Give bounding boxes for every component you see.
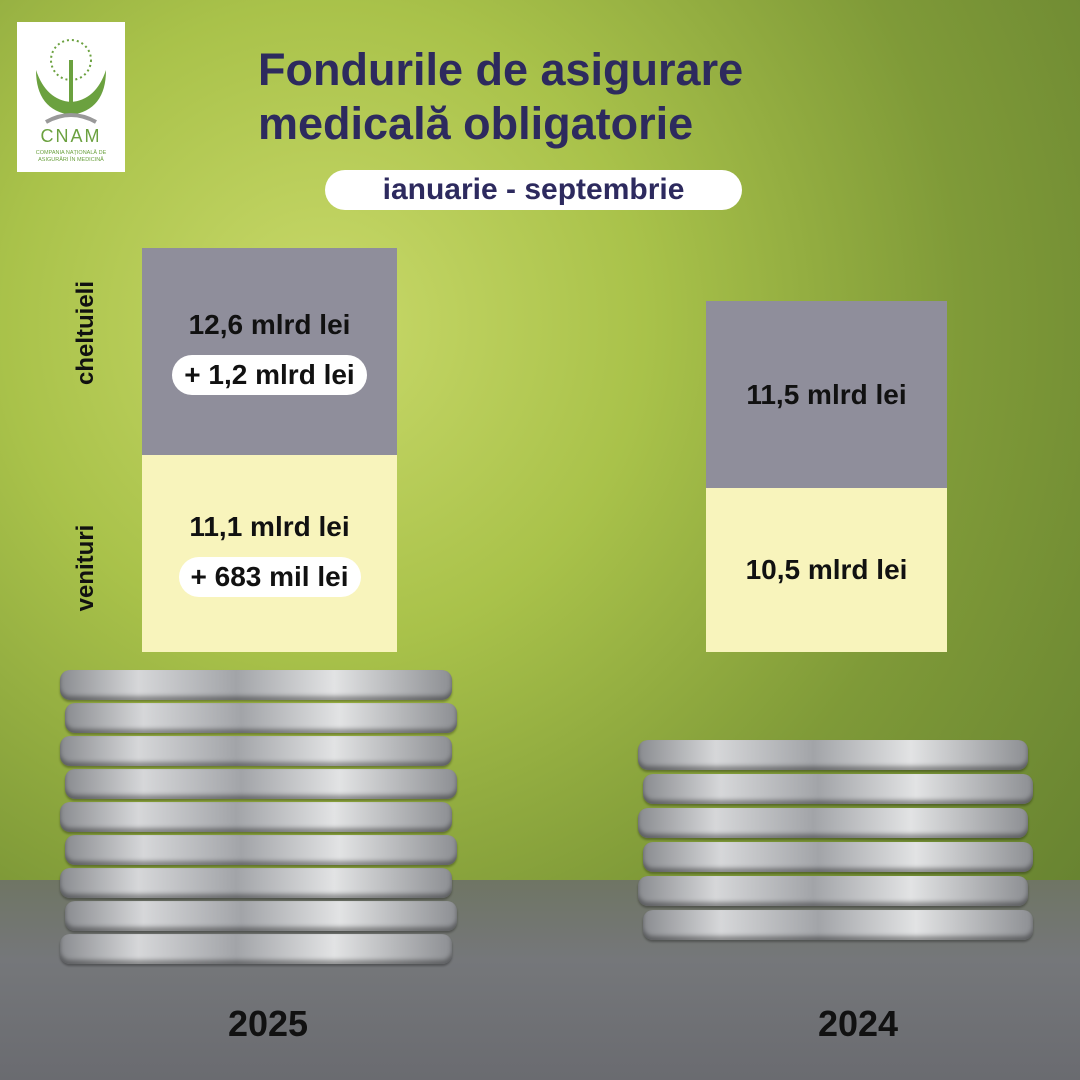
coin — [643, 842, 1033, 872]
revenues-box: 10,5 mlrd lei — [706, 488, 947, 652]
amount: 11,1 mlrd lei — [189, 510, 350, 542]
amount: 12,6 mlrd lei — [188, 308, 351, 340]
logo-name: CNAM — [40, 126, 102, 146]
coin — [60, 802, 452, 832]
period: ianuarie - septembrie — [325, 170, 742, 210]
amount: 11,5 mlrd lei — [746, 378, 907, 410]
row-label: cheltuieli — [72, 280, 99, 386]
coin — [65, 901, 457, 931]
year: 2024 — [817, 1003, 899, 1044]
change: + 1,2 mlrd lei — [172, 354, 367, 395]
coin — [643, 910, 1033, 940]
row-label: venituri — [72, 524, 99, 612]
coin — [60, 670, 452, 700]
coin — [65, 835, 457, 865]
title: medicală obligatorie — [258, 98, 694, 149]
change: + 683 mil lei — [178, 556, 361, 597]
expenses-box: 11,5 mlrd lei — [706, 301, 947, 488]
revenues-box: 11,1 mlrd lei + 683 mil lei — [142, 455, 397, 652]
title: Fondurile de asigurare — [258, 44, 744, 95]
coin — [638, 740, 1028, 770]
year: 2025 — [227, 1003, 309, 1044]
amount: 10,5 mlrd lei — [745, 554, 908, 585]
expenses-box: 12,6 mlrd lei + 1,2 mlrd lei — [142, 248, 397, 455]
logo: CNAM COMPANIA NAȚIONALĂ DE ASIGURĂRI ÎN … — [17, 22, 125, 172]
coin — [65, 703, 457, 733]
coin — [60, 934, 452, 964]
logo-icon — [36, 39, 106, 124]
coin — [638, 808, 1028, 838]
coin — [60, 868, 452, 898]
coin — [638, 876, 1028, 906]
coin — [643, 774, 1033, 804]
coin — [65, 769, 457, 799]
coin — [60, 736, 452, 766]
logo-tagline: COMPANIA NAȚIONALĂ DE ASIGURĂRI ÎN MEDIC… — [35, 150, 107, 163]
